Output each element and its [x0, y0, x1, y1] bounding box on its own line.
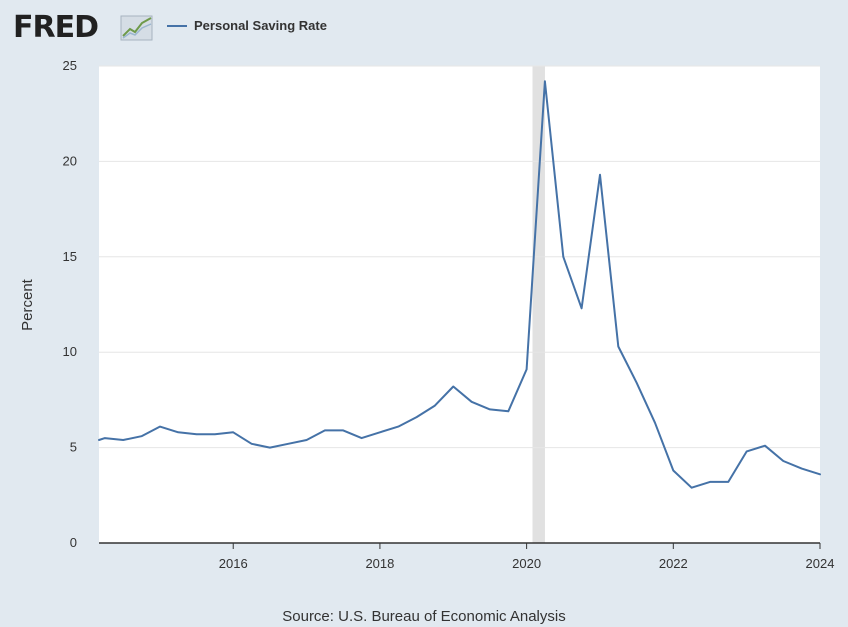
- recession-band: [532, 66, 545, 543]
- data-point[interactable]: [725, 479, 731, 485]
- data-point[interactable]: [542, 78, 548, 84]
- data-point[interactable]: [689, 485, 695, 491]
- y-axis-title: Percent: [19, 278, 36, 331]
- series-line-personal-saving-rate[interactable]: [98, 80, 821, 489]
- data-point[interactable]: [817, 471, 823, 477]
- data-point[interactable]: [524, 366, 530, 372]
- y-tick-label: 20: [63, 153, 77, 168]
- data-point[interactable]: [414, 414, 420, 420]
- data-point[interactable]: [304, 437, 310, 443]
- data-point[interactable]: [139, 433, 145, 439]
- data-point[interactable]: [707, 479, 713, 485]
- data-point[interactable]: [194, 431, 200, 437]
- x-tick-label: 2016: [219, 556, 248, 571]
- data-point[interactable]: [120, 437, 126, 443]
- data-point[interactable]: [634, 380, 640, 386]
- x-tick-label: 2024: [806, 556, 835, 571]
- data-point[interactable]: [487, 406, 493, 412]
- data-point[interactable]: [249, 441, 255, 447]
- data-point[interactable]: [505, 408, 511, 414]
- y-tick-label: 15: [63, 249, 77, 264]
- x-axis-ticks: 2016 2018 2020 2022 2024: [219, 543, 835, 571]
- data-point[interactable]: [267, 445, 273, 451]
- series-layer: [96, 78, 823, 491]
- data-point[interactable]: [212, 431, 218, 437]
- data-point[interactable]: [597, 172, 603, 178]
- data-point[interactable]: [615, 343, 621, 349]
- y-tick-label: 5: [70, 440, 77, 455]
- legend-line-swatch: [167, 25, 187, 27]
- data-point[interactable]: [432, 403, 438, 409]
- chart-line-icon: [120, 15, 153, 41]
- data-point[interactable]: [670, 467, 676, 473]
- data-point[interactable]: [102, 435, 108, 441]
- data-point[interactable]: [359, 435, 365, 441]
- y-tick-label: 0: [70, 535, 77, 550]
- plot-area: [99, 66, 820, 543]
- data-point[interactable]: [560, 254, 566, 260]
- source-note: Source: U.S. Bureau of Economic Analysis: [282, 608, 566, 625]
- x-tick-label: 2022: [659, 556, 688, 571]
- legend-series-label: Personal Saving Rate: [194, 18, 327, 33]
- y-tick-label: 25: [63, 58, 77, 73]
- data-point[interactable]: [175, 429, 181, 435]
- gridlines: [99, 65, 820, 449]
- y-axis-ticks: 0 5 10 15 20 25: [63, 58, 77, 550]
- data-point[interactable]: [799, 466, 805, 472]
- data-point[interactable]: [340, 427, 346, 433]
- data-point[interactable]: [157, 424, 163, 430]
- data-point[interactable]: [395, 424, 401, 430]
- y-tick-label: 10: [63, 344, 77, 359]
- data-point[interactable]: [469, 399, 475, 405]
- data-point[interactable]: [744, 448, 750, 454]
- recession-shading-layer: [532, 66, 545, 543]
- data-point[interactable]: [96, 437, 102, 443]
- x-tick-label: 2018: [365, 556, 394, 571]
- data-point[interactable]: [230, 429, 236, 435]
- data-point[interactable]: [652, 420, 658, 426]
- fred-logo[interactable]: FRED: [13, 10, 99, 45]
- data-point[interactable]: [780, 458, 786, 464]
- data-point[interactable]: [579, 305, 585, 311]
- data-point[interactable]: [285, 441, 291, 447]
- data-point[interactable]: [377, 429, 383, 435]
- data-point[interactable]: [762, 443, 768, 449]
- line-chart[interactable]: 0 5 10 15 20 25 2016 2018 2020 2022 2024 Percent: [0, 0, 848, 600]
- x-tick-label: 2020: [512, 556, 541, 571]
- data-point[interactable]: [322, 427, 328, 433]
- data-point[interactable]: [450, 384, 456, 390]
- header: FRED Personal Saving Rate: [0, 0, 848, 56]
